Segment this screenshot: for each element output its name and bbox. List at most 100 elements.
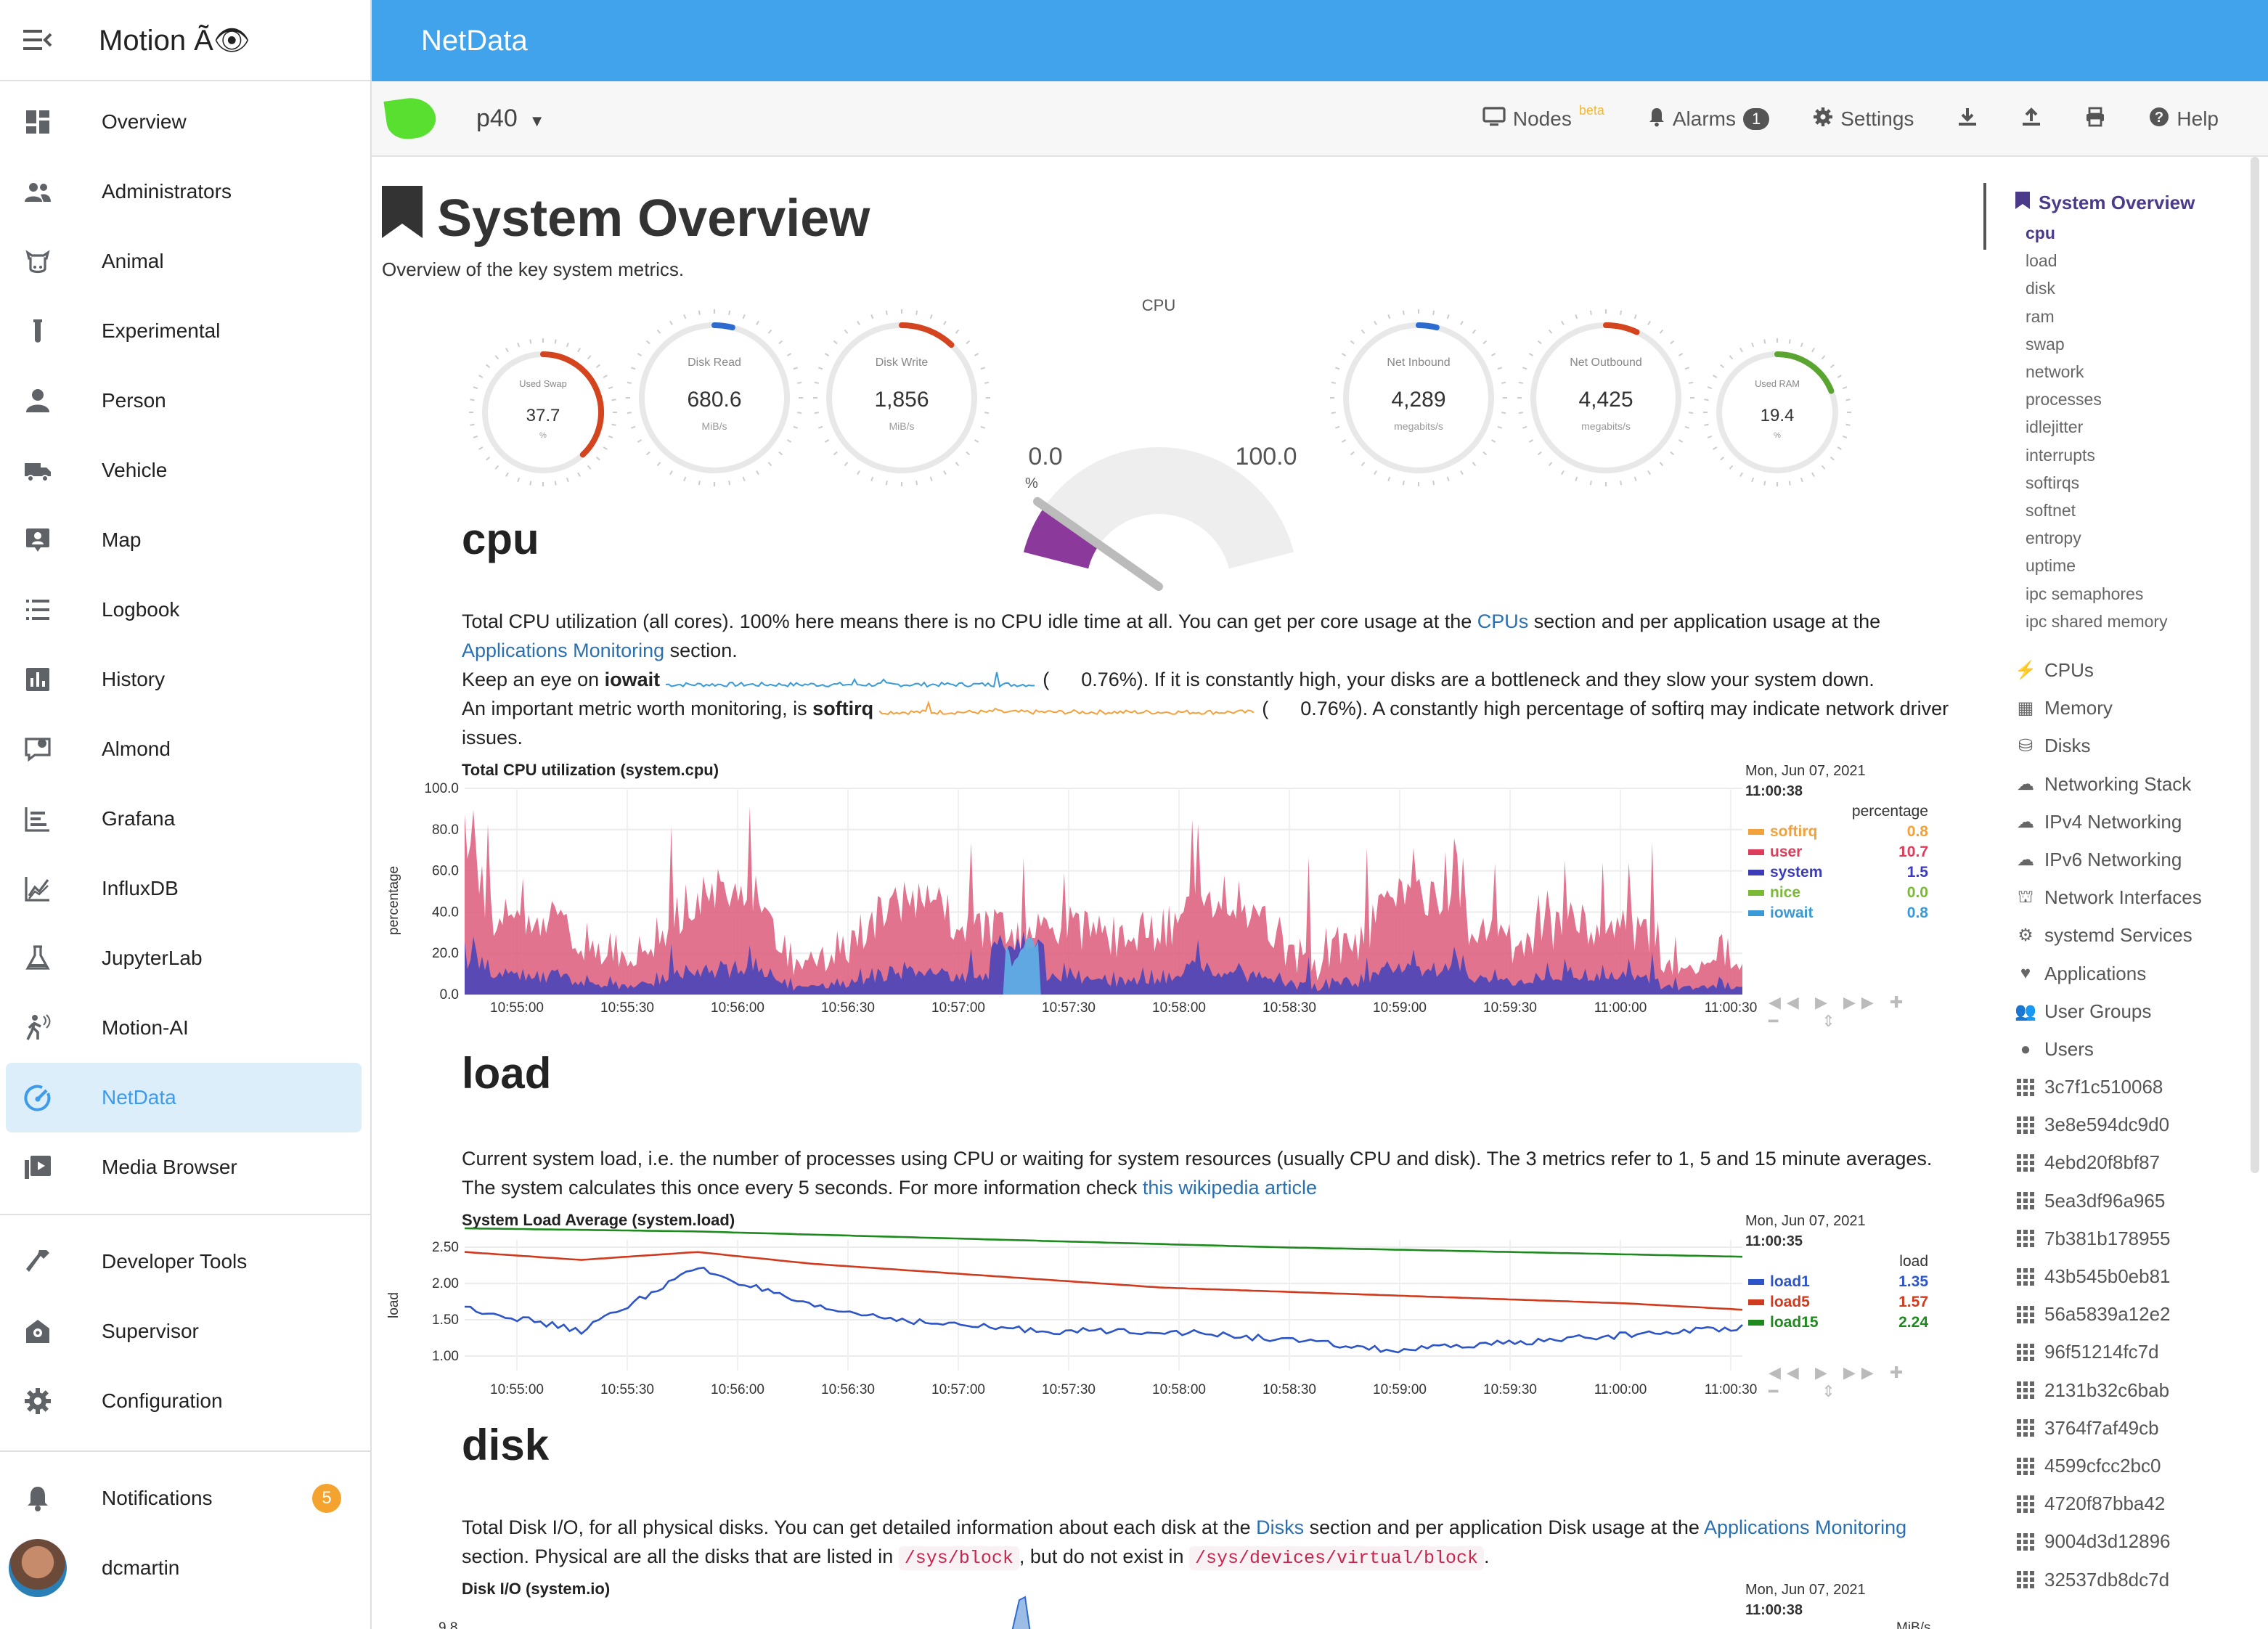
legend-item-nice[interactable]: nice 0.0 xyxy=(1748,883,1928,903)
nav-group-memory[interactable]: ▦ Memory xyxy=(2015,697,2113,719)
nav-container-item[interactable]: 43b545b0eb81 xyxy=(2015,1265,2171,1288)
nav-sub-cpu[interactable]: cpu xyxy=(2026,224,2055,242)
nav-sub-network[interactable]: network xyxy=(2026,362,2084,381)
legend-item-system[interactable]: system 1.5 xyxy=(1748,862,1928,883)
sidebar-item-media-browser[interactable]: Media Browser xyxy=(0,1132,370,1202)
chart-controls[interactable]: ◀◀ ▶ ▶▶ ✚ ━ ⇕ xyxy=(1769,993,1909,1030)
gauge-disk-read[interactable]: Disk Read 680.6 MiB/s xyxy=(626,309,803,486)
nav-group-network-interfaces[interactable]: ⛫ Network Interfaces xyxy=(2015,886,2202,909)
nav-sub-processes[interactable]: processes xyxy=(2026,390,2102,409)
cpus-link[interactable]: CPUs xyxy=(1477,611,1529,632)
host-selector[interactable]: p40 ▼ xyxy=(476,105,545,133)
sidebar-item-overview[interactable]: Overview xyxy=(0,87,370,157)
nav-group-label: systemd Services xyxy=(2044,924,2192,947)
gauge-used-swap[interactable]: Used Swap 37.7% xyxy=(469,338,617,486)
sidebar-item-motion-ai[interactable]: Motion-AI xyxy=(0,993,370,1063)
cpu-gauge[interactable]: CPU 13.7 0.0 100.0% xyxy=(1023,296,1297,591)
print-button[interactable] xyxy=(2085,107,2105,132)
nav-group-cpus[interactable]: ⚡ CPUs xyxy=(2015,659,2094,682)
nav-container-item[interactable]: 4ebd20f8bf87 xyxy=(2015,1151,2160,1174)
nav-container-item[interactable]: 3764f7af49cb xyxy=(2015,1417,2159,1440)
sidebar-item-influxdb[interactable]: InfluxDB xyxy=(0,854,370,923)
nav-sub-disk[interactable]: disk xyxy=(2026,279,2055,298)
legend-swatch xyxy=(1748,1320,1764,1326)
nav-sub-load[interactable]: load xyxy=(2026,251,2057,271)
sidebar-item-animal[interactable]: Animal xyxy=(0,226,370,296)
nav-container-item[interactable]: 56a5839a12e2 xyxy=(2015,1303,2171,1326)
nav-group-user-groups[interactable]: 👥 User Groups xyxy=(2015,1000,2151,1023)
nav-sub-idlejitter[interactable]: idlejitter xyxy=(2026,417,2084,437)
disks-link[interactable]: Disks xyxy=(1256,1516,1305,1538)
alarms-button[interactable]: Alarms 1 xyxy=(1648,107,1770,132)
nav-container-item[interactable]: 4599cfcc2bc0 xyxy=(2015,1455,2161,1477)
legend-item-user[interactable]: user 10.7 xyxy=(1748,842,1928,862)
sidebar-item-notifications[interactable]: Notifications 5 xyxy=(0,1463,370,1533)
sidebar-item-history[interactable]: History xyxy=(0,645,370,714)
sidebar-item-vehicle[interactable]: Vehicle xyxy=(0,436,370,505)
netdata-logo-icon[interactable] xyxy=(383,94,438,142)
legend-item-load5[interactable]: load5 1.57 xyxy=(1748,1292,1928,1312)
sidebar-item-netdata[interactable]: NetData xyxy=(6,1063,362,1132)
upload-button[interactable] xyxy=(2021,107,2041,132)
legend-item-softirq[interactable]: softirq 0.8 xyxy=(1748,822,1928,842)
gauge-disk-write[interactable]: Disk Write 1,856 MiB/s xyxy=(813,309,990,486)
gauge-net-outbound[interactable]: Net Outbound 4,425 megabits/s xyxy=(1517,309,1694,486)
sidebar-item-almond[interactable]: Almond xyxy=(0,714,370,784)
nav-sub-softnet[interactable]: softnet xyxy=(2026,501,2076,520)
cpu-chart[interactable]: 100.0 80.0 60.0 40.0 20.0 0.0 10:55:00 10:55:30… xyxy=(372,774,1983,1035)
settings-button[interactable]: Settings xyxy=(1813,107,1914,132)
nodes-button[interactable]: Nodes beta xyxy=(1482,103,1604,132)
chart-controls[interactable]: ◀◀ ▶ ▶▶ ✚ ━ ⇕ xyxy=(1769,1363,1909,1400)
help-button[interactable]: ? Help xyxy=(2149,107,2219,132)
nav-sub-ipc-semaphores[interactable]: ipc semaphores xyxy=(2026,584,2144,603)
nav-container-item[interactable]: 4720f87bba42 xyxy=(2015,1493,2165,1515)
wikipedia-link[interactable]: this wikipedia article xyxy=(1142,1177,1318,1199)
nav-sub-entropy[interactable]: entropy xyxy=(2026,528,2081,548)
nav-system-overview[interactable]: System Overview xyxy=(2015,192,2195,214)
nav-container-item[interactable]: 3e8e594dc9d0 xyxy=(2015,1114,2169,1136)
sys-virtual-block-path: /sys/devices/virtual/block xyxy=(1188,1546,1485,1570)
sidebar-item-person[interactable]: Person xyxy=(0,366,370,436)
legend-item-load1[interactable]: load1 1.35 xyxy=(1748,1272,1928,1292)
nav-group-ipv4-networking[interactable]: ☁ IPv4 Networking xyxy=(2015,811,2182,833)
nav-sub-softirqs[interactable]: softirqs xyxy=(2026,473,2080,492)
sidebar-item-map[interactable]: Map xyxy=(0,505,370,575)
nav-group-applications[interactable]: ♥ Applications xyxy=(2015,963,2146,985)
sidebar-item-supervisor[interactable]: Supervisor xyxy=(0,1297,370,1366)
gauge-net-inbound[interactable]: Net Inbound 4,289 megabits/s xyxy=(1330,309,1507,486)
nav-container-item[interactable]: 3c7f1c510068 xyxy=(2015,1076,2163,1098)
sidebar-item-administrators[interactable]: Administrators xyxy=(0,157,370,226)
nav-container-item[interactable]: 7b381b178955 xyxy=(2015,1228,2171,1250)
nav-sub-interrupts[interactable]: interrupts xyxy=(2026,445,2095,465)
page-scrollbar[interactable] xyxy=(2251,157,2259,1173)
nav-group-ipv6-networking[interactable]: ☁ IPv6 Networking xyxy=(2015,849,2182,871)
apps-monitoring-link[interactable]: Applications Monitoring xyxy=(462,640,665,661)
download-button[interactable] xyxy=(1957,107,1978,132)
nav-container-item[interactable]: 9004d3d12896 xyxy=(2015,1530,2171,1553)
nav-group-users[interactable]: ● Users xyxy=(2015,1038,2094,1061)
sidebar-item-logbook[interactable]: Logbook xyxy=(0,575,370,645)
nav-container-item[interactable]: 5ea3df96a965 xyxy=(2015,1190,2165,1212)
nav-group-disks[interactable]: ⛁ Disks xyxy=(2015,735,2091,757)
sidebar-item-developer-tools[interactable]: Developer Tools xyxy=(0,1227,370,1297)
nav-container-item[interactable]: 32537db8dc7d xyxy=(2015,1569,2169,1591)
nav-group-systemd-services[interactable]: ⚙ systemd Services xyxy=(2015,924,2192,947)
sidebar-item-jupyterlab[interactable]: JupyterLab xyxy=(0,923,370,993)
legend-item-iowait[interactable]: iowait 0.8 xyxy=(1748,903,1928,923)
nav-sub-ipc-shared-memory[interactable]: ipc shared memory xyxy=(2026,611,2168,631)
sidebar-item-experimental[interactable]: Experimental xyxy=(0,296,370,366)
nav-container-item[interactable]: 96f51214fc7d xyxy=(2015,1341,2159,1363)
nav-sub-ram[interactable]: ram xyxy=(2026,306,2055,326)
nav-container-item[interactable]: 2131b32c6bab xyxy=(2015,1379,2169,1402)
menu-collapse-icon[interactable] xyxy=(0,30,76,50)
gauge-used-ram[interactable]: Used RAM 19.4% xyxy=(1703,338,1851,486)
sidebar-item-configuration[interactable]: Configuration xyxy=(0,1366,370,1436)
load-chart[interactable]: 2.50 2.00 1.50 1.00 10:55:00 10:55:30 10:56:00… xyxy=(372,1222,1983,1397)
sidebar-item-user[interactable]: dcmartin xyxy=(0,1533,370,1603)
nav-sub-swap[interactable]: swap xyxy=(2026,334,2065,354)
apps-monitoring-link[interactable]: Applications Monitoring xyxy=(1703,1516,1907,1538)
nav-sub-uptime[interactable]: uptime xyxy=(2026,556,2076,576)
nav-group-networking-stack[interactable]: ☁ Networking Stack xyxy=(2015,773,2191,796)
legend-item-load15[interactable]: load15 2.24 xyxy=(1748,1312,1928,1333)
sidebar-item-grafana[interactable]: Grafana xyxy=(0,784,370,854)
